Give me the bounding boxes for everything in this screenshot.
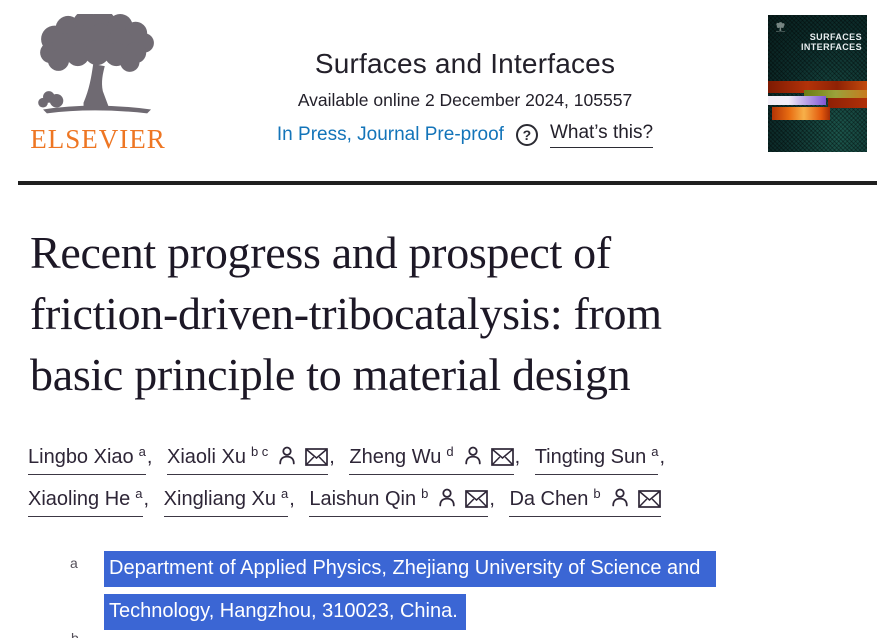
elsevier-tree-icon [38,14,154,114]
author-separator: , [146,446,153,468]
affiliation-marker-a: a [70,555,78,571]
highlighted-affiliation-line: Department of Applied Physics, Zhejiang … [104,551,717,587]
author-name: Da Chen [509,488,589,510]
cover-art-band [828,98,867,108]
author-name: Zheng Wu [349,446,442,468]
author-row: Xiaoling He a, Xingliang Xu a, Laishun Qin… [28,486,848,517]
author-affil-sup: a [138,444,146,459]
author-affil-sup: d [446,444,454,459]
author-affil-sup: a [280,486,289,501]
email-icon[interactable] [490,448,514,466]
person-icon[interactable] [437,487,457,508]
author-link-laishun-qin[interactable]: Laishun Qin b [309,486,489,517]
cover-art-band [772,107,830,120]
author-affil-sup: b [421,486,429,501]
highlighted-affiliation-line: Technology, Hangzhou, 310023, China. [104,594,466,630]
author-separator: , [489,488,495,510]
email-icon[interactable] [637,490,661,508]
author-name: Tingting Sun [534,446,647,468]
cover-art-band [768,96,826,105]
header-divider [18,181,877,185]
author-link-xingliang-xu[interactable]: Xingliang Xu a [163,486,289,517]
person-icon[interactable] [610,487,630,508]
cover-tree-icon [775,22,786,32]
person-icon[interactable] [277,445,297,466]
cover-art-band [804,90,867,98]
author-separator: , [659,446,666,468]
journal-title-link[interactable]: Surfaces and Interfaces [314,48,616,79]
inpress-status-link[interactable]: In Press, Journal Pre-proof [276,124,504,145]
affiliation-marker-b: b [71,630,79,638]
status-row: In Press, Journal Pre-proof ? What’s thi… [230,122,700,148]
author-link-zheng-wu[interactable]: Zheng Wu d [349,444,514,475]
author-separator: , [289,488,295,510]
help-question-icon[interactable]: ? [515,124,538,146]
author-link-tingting-sun[interactable]: Tingting Sun a [534,444,659,475]
email-icon[interactable] [465,490,489,508]
author-separator: , [329,446,335,468]
journal-header: Surfaces and Interfaces Available online… [230,48,700,148]
author-name: Lingbo Xiao [28,446,134,468]
article-title: Recent progress and prospect of friction… [30,227,662,400]
cover-journal-title: SURFACES INTERFACES [800,32,862,52]
author-affil-sup: a [135,486,143,501]
author-separator: , [143,488,150,510]
author-affil-sup: a [651,444,659,459]
author-name: Xingliang Xu [163,488,276,510]
email-icon[interactable] [305,448,329,466]
author-name: Xiaoli Xu [167,446,246,468]
author-name: Laishun Qin [309,488,417,510]
author-name: Xiaoling He [28,488,131,510]
author-link-da-chen[interactable]: Da Chen b [509,486,661,517]
whats-this-link[interactable]: What’s this? [549,122,654,148]
elsevier-wordmark: ELSEVIER [30,124,166,154]
affiliation-a-text: Department of Applied Physics, Zhejiang … [104,551,864,637]
journal-cover-thumbnail[interactable]: SURFACES INTERFACES [768,15,867,152]
author-affil-sup: b [593,486,601,501]
author-link-xiaoli-xu[interactable]: Xiaoli Xu b c [167,444,329,475]
available-online-text: Available online 2 December 2024, 105557 [297,90,633,110]
person-icon[interactable] [463,445,483,466]
elsevier-logo[interactable]: ELSEVIER [28,14,168,155]
author-row: Lingbo Xiao a, Xiaoli Xu b c, Zheng Wu d, T… [28,444,848,475]
author-link-lingbo-xiao[interactable]: Lingbo Xiao a [28,444,146,475]
author-affil-sup: b c [250,444,269,459]
author-list: Lingbo Xiao a, Xiaoli Xu b c, Zheng Wu d, T… [28,444,848,528]
author-separator: , [514,446,521,468]
author-link-xiaoling-he[interactable]: Xiaoling He a [28,486,143,517]
